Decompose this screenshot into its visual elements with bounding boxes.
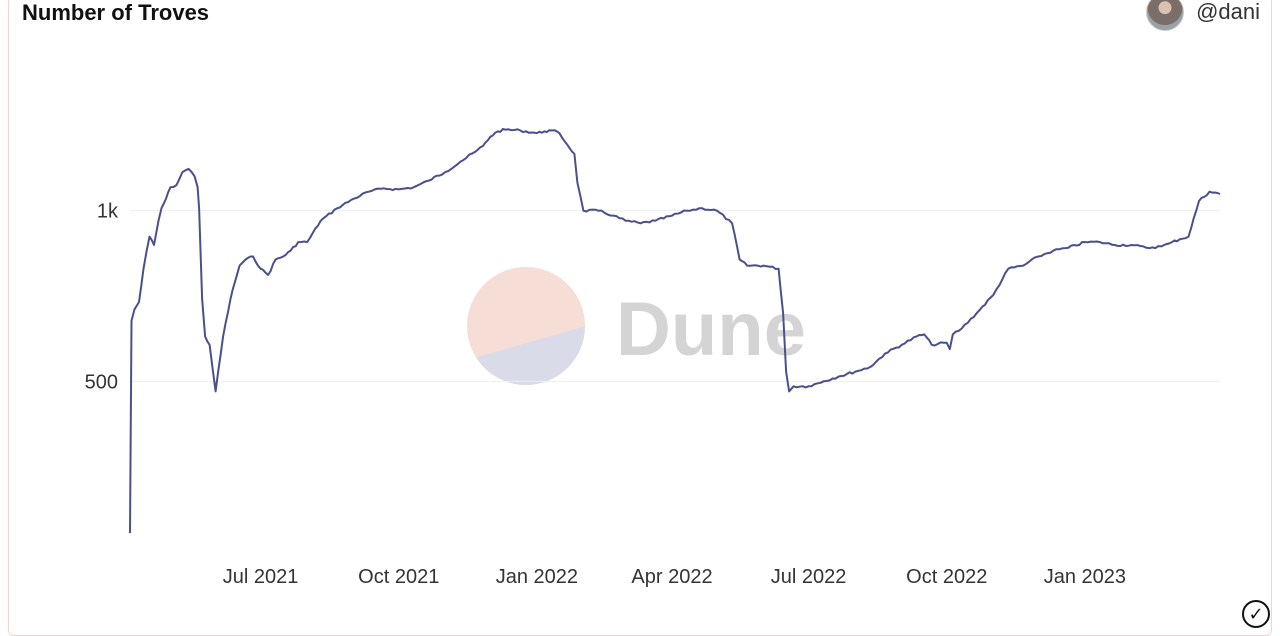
x-tick-label: Jan 2022 [496, 566, 578, 588]
dune-watermark: Dune [460, 260, 806, 400]
y-axis-ticks: 500 1k [85, 201, 119, 394]
x-axis-ticks: Jul 2021 Oct 2021 Jan 2022 Apr 2022 Jul 2022… [223, 566, 1126, 588]
x-tick-label: Jul 2022 [771, 566, 847, 588]
y-tick-label: 500 [85, 371, 118, 393]
x-tick-label: Oct 2021 [358, 566, 439, 588]
line-chart: Dune 500 1k Jul 2021 Oct 2021 Jan 2022 Apr 2… [0, 0, 1280, 618]
x-tick-label: Apr 2022 [631, 566, 712, 588]
y-tick-label: 1k [97, 201, 119, 223]
x-tick-label: Jul 2021 [223, 566, 299, 588]
x-tick-label: Jan 2023 [1044, 566, 1126, 588]
x-tick-label: Oct 2022 [906, 566, 987, 588]
watermark-text: Dune [616, 287, 806, 372]
check-icon[interactable]: ✓ [1242, 600, 1270, 628]
